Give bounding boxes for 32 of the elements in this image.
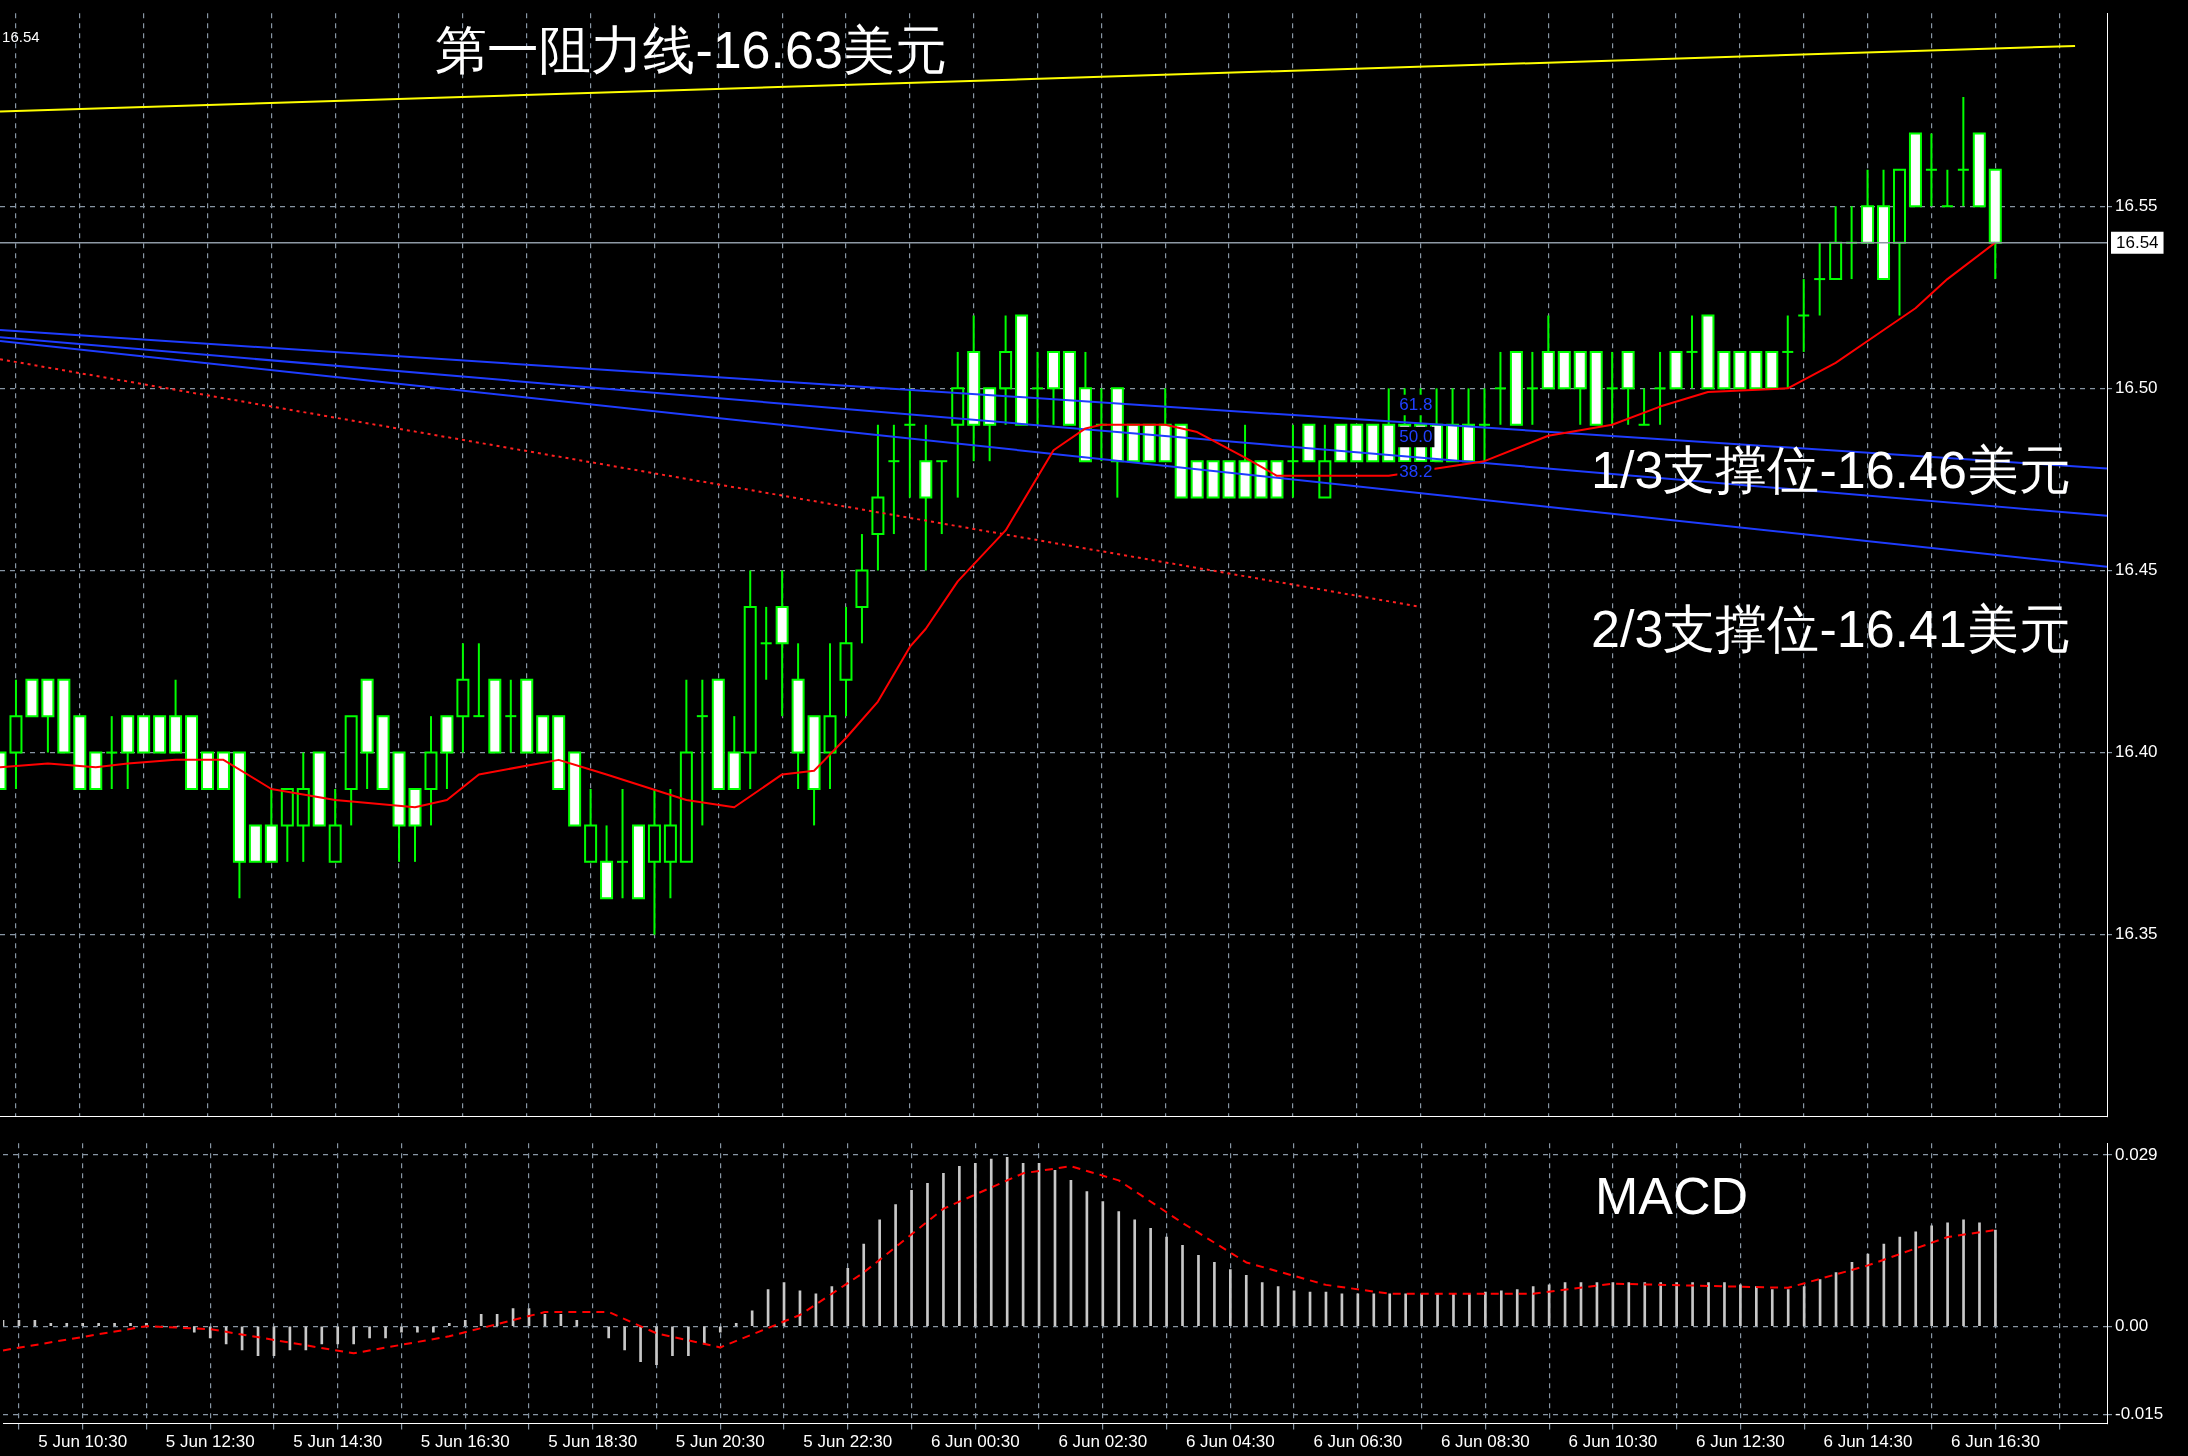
annotation: 50.0 [1399,426,1433,446]
y-tick-label: 16.45 [2115,560,2158,580]
ref-line-label: 16.54 [2116,233,2159,253]
annotation: 38.2 [1399,461,1433,481]
x-tick-label: 6 Jun 06:30 [1313,1432,1403,1452]
x-tick-label: 5 Jun 10:30 [38,1432,128,1452]
x-tick-label: 5 Jun 20:30 [675,1432,765,1452]
y-tick-label: 16.50 [2115,378,2158,398]
y-tick-label: 0.029 [2115,1144,2158,1164]
x-tick-label: 5 Jun 22:30 [803,1432,893,1452]
x-tick-label: 6 Jun 04:30 [1185,1432,1275,1452]
annotation: MACD [1594,1166,1749,1225]
x-tick-label: 6 Jun 02:30 [1058,1432,1148,1452]
x-tick-label: 5 Jun 12:30 [165,1432,255,1452]
x-tick-label: 5 Jun 14:30 [293,1432,383,1452]
x-tick-label: 6 Jun 12:30 [1695,1432,1785,1452]
x-tick-label: 6 Jun 00:30 [930,1432,1020,1452]
x-tick-label: 6 Jun 16:30 [1950,1432,2040,1452]
x-tick-label: 5 Jun 18:30 [548,1432,638,1452]
y-tick-label: 0.00 [2115,1315,2149,1335]
x-tick-label: 6 Jun 08:30 [1440,1432,1530,1452]
annotation: 16.54 [2,27,40,45]
x-tick-label: 5 Jun 16:30 [420,1432,510,1452]
y-tick-label: 16.55 [2115,195,2158,215]
annotation: 2/3支撑位-16.41美元 [1591,599,2071,658]
y-tick-label: -0.015 [2115,1404,2164,1424]
y-tick-label: 16.40 [2115,742,2158,762]
annotation: 61.8 [1399,394,1433,414]
x-tick-label: 6 Jun 14:30 [1823,1432,1913,1452]
y-tick-label: 16.35 [2115,924,2158,944]
x-tick-label: 6 Jun 10:30 [1568,1432,1658,1452]
annotation: 第一阻力线-16.63美元 [435,21,947,80]
